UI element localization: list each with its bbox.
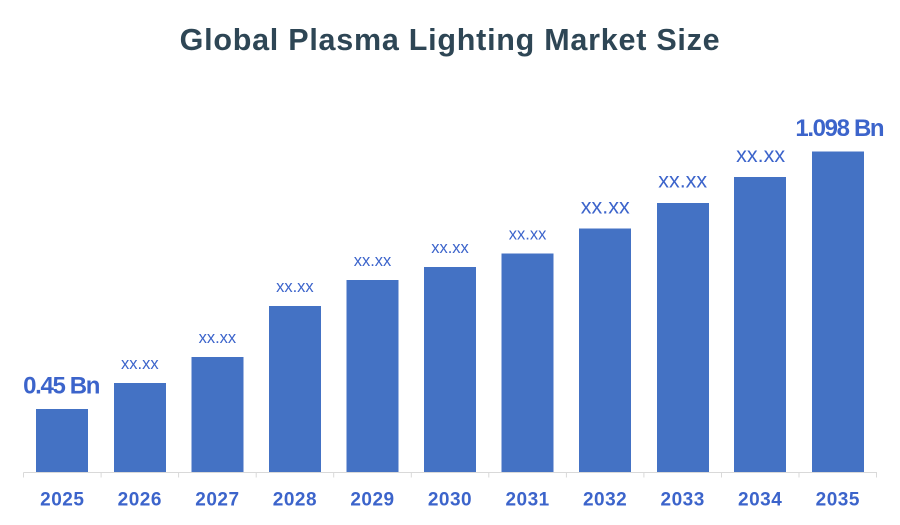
svg-text:xx.xx: xx.xx [736, 143, 785, 167]
svg-text:2030: 2030 [428, 490, 472, 511]
svg-text:0.45 Bn: 0.45 Bn [23, 372, 100, 399]
svg-text:2034: 2034 [738, 490, 782, 511]
svg-text:xx.xx: xx.xx [199, 329, 237, 347]
svg-text:xx.xx: xx.xx [509, 226, 547, 244]
svg-text:2026: 2026 [118, 490, 162, 511]
svg-text:xx.xx: xx.xx [276, 278, 314, 296]
svg-text:2032: 2032 [583, 490, 627, 511]
svg-text:2031: 2031 [505, 490, 549, 511]
svg-text:1.098 Bn: 1.098 Bn [795, 115, 884, 142]
svg-text:2025: 2025 [40, 490, 84, 511]
svg-text:Global Plasma Lighting Market: Global Plasma Lighting Market Size [180, 23, 721, 57]
svg-text:2035: 2035 [816, 490, 860, 511]
svg-text:2033: 2033 [661, 490, 705, 511]
svg-text:xx.xx: xx.xx [581, 195, 630, 219]
svg-text:xx.xx: xx.xx [121, 355, 159, 373]
svg-text:2029: 2029 [350, 490, 394, 511]
svg-text:xx.xx: xx.xx [354, 252, 392, 270]
svg-text:2027: 2027 [195, 490, 239, 511]
svg-text:xx.xx: xx.xx [431, 239, 469, 257]
svg-text:2028: 2028 [273, 490, 317, 511]
svg-text:xx.xx: xx.xx [658, 169, 707, 193]
